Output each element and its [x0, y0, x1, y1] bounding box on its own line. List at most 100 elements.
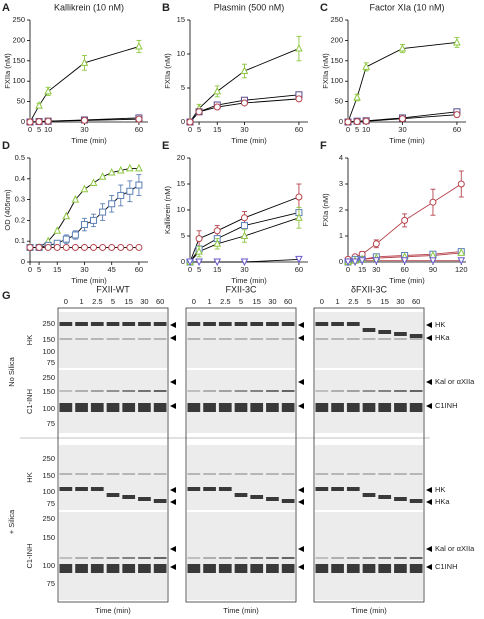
- blot-band: [281, 564, 295, 573]
- blot-band: [362, 473, 376, 475]
- blot-band: [394, 497, 407, 501]
- blot-band: [203, 564, 216, 573]
- point: [195, 258, 203, 267]
- blot-band: [122, 564, 136, 573]
- band-arrow: [426, 322, 432, 328]
- y-tick-label: 2: [339, 205, 343, 214]
- blot-row-label: C1-INH: [25, 543, 34, 568]
- y-tick-label: 250: [12, 15, 25, 24]
- blot-band: [203, 403, 216, 412]
- blot-image: [59, 370, 167, 433]
- band-arrow: [170, 403, 176, 409]
- blot-band: [394, 403, 407, 412]
- blot-band: [409, 499, 423, 503]
- x-tick-label: 30: [80, 265, 88, 274]
- point: [71, 231, 79, 239]
- blot-band: [187, 338, 201, 340]
- blot-image: [315, 312, 423, 368]
- blot-band: [122, 557, 136, 559]
- point: [35, 101, 43, 109]
- point: [358, 257, 366, 265]
- blot-band: [138, 557, 151, 559]
- x-tick-label: 0: [346, 265, 350, 274]
- x-tick-label: 0: [188, 265, 192, 274]
- band-arrow: [298, 403, 304, 409]
- blot-frame: [313, 307, 425, 603]
- lane-time: 1: [207, 297, 211, 306]
- blot-band: [218, 322, 232, 326]
- blot-band: [281, 338, 295, 340]
- blot-band: [90, 473, 104, 475]
- point: [195, 246, 203, 255]
- y-axis-label: FXIIa (nM): [163, 53, 172, 89]
- blot-band: [378, 338, 392, 340]
- x-tick-label: 10: [362, 125, 370, 134]
- blot-image: [315, 512, 423, 600]
- point: [240, 222, 248, 230]
- point: [195, 108, 203, 116]
- blot-band: [281, 557, 295, 559]
- blot-band: [138, 564, 151, 573]
- point: [240, 99, 248, 107]
- blot-band: [266, 390, 279, 392]
- blot-band: [250, 403, 264, 412]
- blot-band: [138, 473, 151, 475]
- point: [62, 211, 71, 220]
- blot-band: [59, 473, 73, 475]
- point: [71, 243, 79, 251]
- blot-band: [153, 403, 167, 412]
- blot-band: [218, 487, 232, 491]
- blot-band: [75, 338, 88, 340]
- blot-band: [75, 322, 88, 326]
- blot-band: [75, 473, 88, 475]
- blot-band: [153, 499, 167, 503]
- x-tick-label: 60: [135, 125, 143, 134]
- mw-marker: 250: [42, 454, 55, 463]
- series-line: [347, 41, 457, 123]
- blot-band: [122, 390, 136, 392]
- point: [108, 200, 116, 208]
- mw-marker: 100: [42, 347, 55, 356]
- blot-image: [315, 445, 423, 510]
- blot-band: [315, 564, 329, 573]
- point: [26, 243, 34, 251]
- blot-band: [331, 487, 344, 491]
- blot-band: [138, 403, 151, 412]
- blot-band: [203, 322, 216, 326]
- point: [135, 163, 143, 172]
- blot-band: [346, 473, 360, 475]
- mw-marker: 100: [42, 404, 55, 413]
- point: [62, 235, 70, 243]
- y-tick-label: 100: [330, 76, 343, 85]
- x-tick-label: 30: [240, 265, 248, 274]
- blot-band: [234, 473, 248, 475]
- band-label: C1INH: [435, 401, 458, 410]
- x-tick-label: 45: [108, 265, 116, 274]
- lane-time: 60: [284, 297, 292, 306]
- point: [90, 216, 98, 224]
- x-tick-label: 60: [295, 265, 303, 274]
- panel-label: D: [2, 140, 10, 152]
- x-tick-label: 60: [295, 125, 303, 134]
- point: [457, 180, 465, 188]
- panel-label: A: [2, 2, 10, 14]
- blot-band: [234, 322, 248, 326]
- condition-label: No Silica: [7, 356, 16, 386]
- point: [240, 66, 249, 74]
- y-tick-label: 100: [12, 76, 25, 85]
- point: [213, 103, 221, 111]
- band-arrow: [298, 322, 304, 328]
- point: [351, 258, 359, 267]
- blot-band: [281, 390, 295, 392]
- blot-band: [153, 338, 167, 340]
- blot-band: [234, 564, 248, 573]
- lane-time: 5: [367, 297, 371, 306]
- blot-band: [122, 495, 136, 499]
- point: [362, 117, 370, 125]
- blot-band: [187, 322, 201, 326]
- x-tick-label: 60: [135, 265, 143, 274]
- point: [135, 243, 143, 251]
- point: [44, 243, 52, 251]
- blot-image: [59, 512, 167, 600]
- blot-band: [187, 473, 201, 475]
